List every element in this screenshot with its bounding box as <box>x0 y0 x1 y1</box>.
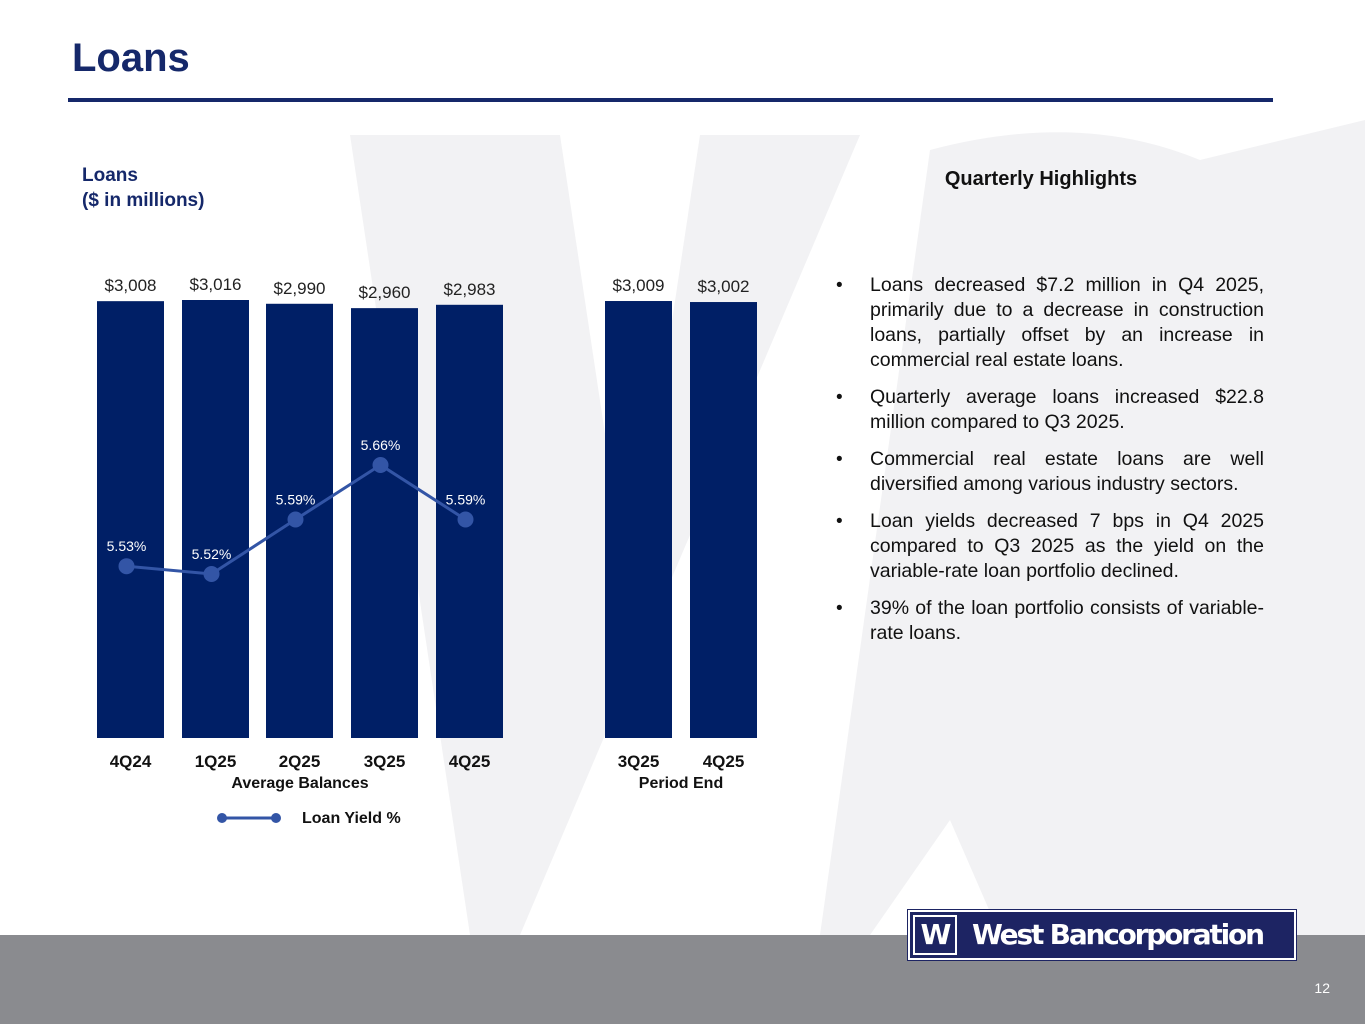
highlight-item: • Loans decreased $7.2 million in Q4 202… <box>836 273 1264 373</box>
x-tick-label: 4Q25 <box>449 752 491 771</box>
page-number: 12 <box>1314 980 1330 996</box>
bar-value-label: $3,016 <box>190 275 242 294</box>
highlight-text: Loans decreased $7.2 million in Q4 2025,… <box>870 274 1264 371</box>
legend-marker <box>217 813 227 823</box>
yield-point <box>118 558 135 575</box>
chart-subtitle-line: ($ in millions) <box>82 190 205 211</box>
bar <box>182 300 249 738</box>
yield-point <box>372 457 389 473</box>
group-label: Period End <box>639 775 723 792</box>
bar-value-label: $3,009 <box>613 276 665 295</box>
highlights-title: Quarterly Highlights <box>944 168 1138 190</box>
x-tick-label: 3Q25 <box>618 752 660 771</box>
yield-point <box>287 511 304 528</box>
highlight-item: • Loan yields decreased 7 bps in Q4 2025… <box>836 509 1264 584</box>
bar <box>97 301 164 738</box>
x-tick-label: 1Q25 <box>195 752 237 771</box>
logo-wordmark: West Bancorporation <box>972 918 1265 951</box>
yield-point <box>203 566 220 582</box>
yield-value-label: 5.59% <box>446 492 486 508</box>
bar-value-label: $2,960 <box>359 283 411 302</box>
title-divider <box>68 98 1273 102</box>
x-tick-label: 4Q25 <box>703 752 745 771</box>
bar-value-label: $3,002 <box>698 277 750 296</box>
group-label: Average Balances <box>231 775 368 792</box>
highlight-text: Quarterly average loans increased $22.8 … <box>870 386 1264 433</box>
chart-title-line: Loans <box>82 165 138 186</box>
yield-value-label: 5.52% <box>192 546 232 562</box>
highlight-item: • Quarterly average loans increased $22.… <box>836 385 1264 435</box>
bar-value-label: $3,008 <box>105 276 157 295</box>
x-tick-label: 3Q25 <box>364 752 406 771</box>
highlight-text: Commercial real estate loans are well di… <box>870 448 1264 495</box>
yield-value-label: 5.59% <box>276 492 316 508</box>
yield-point <box>457 511 474 528</box>
legend-marker <box>271 813 281 823</box>
highlight-item: • Commercial real estate loans are well … <box>836 447 1264 497</box>
yield-value-label: 5.53% <box>107 538 147 554</box>
bar <box>351 308 418 738</box>
x-tick-label: 2Q25 <box>279 752 321 771</box>
logo-mark-icon: W <box>913 915 957 955</box>
company-logo: W West Bancorporation <box>907 909 1297 961</box>
bar-value-label: $2,983 <box>444 280 496 299</box>
bar-value-label: $2,990 <box>274 279 326 298</box>
bullet-glyph: • <box>836 449 843 470</box>
chart-title: Loans ($ in millions) <box>82 163 204 213</box>
bar <box>690 302 757 738</box>
legend-label: Loan Yield % <box>302 810 401 827</box>
x-tick-label: 4Q24 <box>110 752 152 771</box>
highlight-text: 39% of the loan portfolio consists of va… <box>870 597 1264 644</box>
bullet-glyph: • <box>836 275 843 296</box>
page-title: Loans <box>72 36 190 80</box>
highlights-list: • Loans decreased $7.2 million in Q4 202… <box>836 273 1264 658</box>
yield-value-label: 5.66% <box>361 437 401 453</box>
bar <box>605 301 672 738</box>
bullet-glyph: • <box>836 387 843 408</box>
highlight-text: Loan yields decreased 7 bps in Q4 2025 c… <box>870 510 1264 582</box>
bullet-glyph: • <box>836 598 843 619</box>
highlight-item: • 39% of the loan portfolio consists of … <box>836 596 1264 646</box>
bullet-glyph: • <box>836 511 843 532</box>
